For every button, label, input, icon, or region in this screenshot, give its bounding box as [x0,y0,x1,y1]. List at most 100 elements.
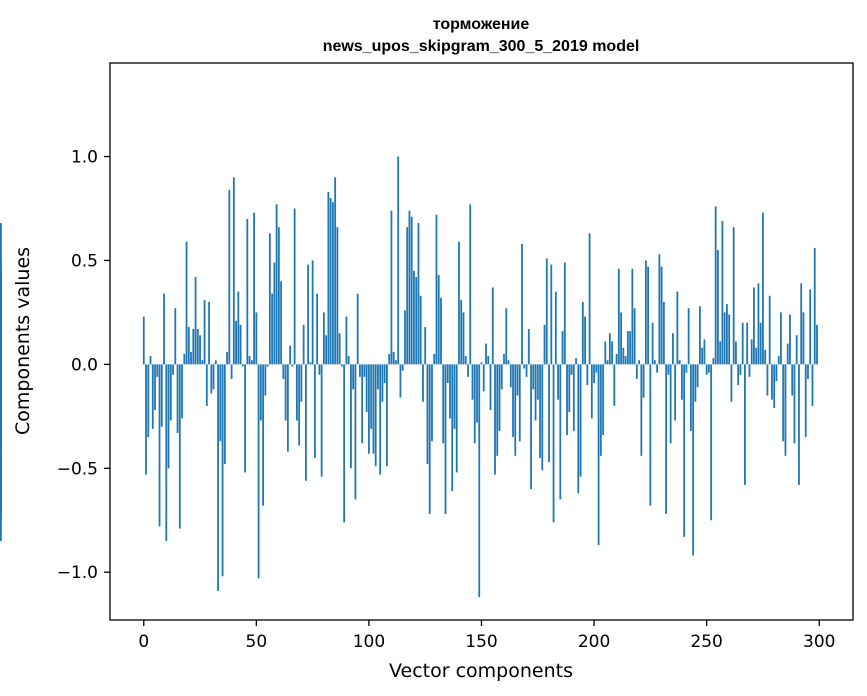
bar-component-199 [590,364,593,419]
bar-component-231 [662,302,665,365]
bar-component-111 [392,351,395,365]
bar-component-192 [575,358,577,365]
bar-component-233 [667,364,670,375]
bar-component-254 [714,206,717,365]
bar-component-243 [689,364,692,431]
bar-component-146 [471,364,474,400]
bar-component-15 [176,364,179,433]
bar-component-211 [617,268,620,365]
x-tick-label: 300 [803,632,835,652]
bar-component-34 [219,364,222,442]
bar-component-262 [732,227,735,365]
bar-component-220 [638,360,641,365]
bar-component-80 [322,312,325,365]
bar-component-157 [496,364,499,456]
y-tick-label: 0.5 [71,251,98,271]
bar-component-168 [521,243,523,365]
bar-component-204 [602,364,604,436]
bar-component-18 [183,353,186,365]
bar-component-248 [701,347,704,365]
bar-component-275 [762,212,764,365]
bar-component-32 [214,360,217,365]
bar-component-44 [241,364,244,367]
bar-component-214 [624,356,627,365]
bar-component-255 [717,250,719,365]
bar-component-74 [309,362,312,365]
bar-component-198 [588,233,591,365]
bar-component-132 [440,297,442,365]
bar-component-57 [271,293,274,365]
bar-component-7 [158,364,161,527]
bar-component-125 [424,326,427,365]
bar-component-280 [773,364,776,409]
bar-component-112 [395,360,397,365]
bar-component-297 [811,364,814,406]
bar-component-113 [397,156,400,365]
y-tick-label: −1.0 [57,563,98,583]
bar-component-210 [615,353,618,365]
bar-component-92 [350,364,352,469]
bar-component-83 [329,198,332,365]
x-axis-label: Vector components [389,660,573,682]
bar-component-246 [696,364,699,388]
bar-component-245 [694,364,697,402]
bar-component-70 [300,364,303,402]
bar-component-216 [629,331,631,365]
bar-component-78 [318,364,321,375]
bar-component-165 [514,364,517,456]
bar-component-224 [647,266,650,365]
bar-component-91 [347,356,350,365]
bar-component-128 [431,364,433,442]
bar-component-118 [408,210,411,365]
bar-component-27 [203,299,206,365]
bar-component-55 [266,364,269,367]
bar-component-169 [523,364,526,369]
bar-component-13 [172,364,174,375]
y-tick-label: 0.0 [71,355,98,375]
bar-component-257 [721,220,724,365]
bar-component-206 [606,360,609,365]
x-tick-label: 100 [353,632,385,652]
bar-component-149 [478,364,481,598]
bar-component-61 [280,281,283,365]
bar-component-29 [208,302,210,365]
bar-component-122 [417,223,420,365]
bar-component-205 [604,341,607,365]
bar-component-148 [476,364,478,423]
bar-component-49 [253,212,255,365]
bar-component-3 [149,356,152,365]
bar-component-73 [307,264,310,365]
bar-component-0 [142,316,145,365]
bar-component-155 [491,287,494,365]
bar-component-190 [570,364,573,375]
bar-component-247 [699,306,701,365]
bar-component-281 [775,364,778,381]
bar-component-266 [741,322,744,365]
bar-component-164 [512,364,514,438]
bar-component-156 [494,364,496,475]
bar-component-102 [372,364,375,454]
bar-component-65 [289,345,292,365]
bar-component-10 [165,364,168,542]
bar-component-86 [336,227,339,365]
bar-component-42 [237,291,240,365]
bar-component-272 [755,347,758,365]
bar-component-299 [816,324,818,365]
bar-component-188 [566,364,568,436]
bar-component-72 [304,364,307,481]
bar-component-93 [352,364,355,390]
bar-component-39 [230,364,233,379]
bar-component-289 [793,364,796,444]
bar-component-14 [174,308,177,365]
bar-component-23 [194,277,197,365]
bar-component-180 [548,364,550,463]
bar-component-182 [552,364,555,523]
bar-component-292 [800,283,803,365]
bar-component-130 [435,214,438,365]
bar-component-162 [507,360,510,365]
bar-component-135 [446,364,449,384]
bar-component-284 [782,364,785,442]
bar-component-100 [368,364,370,454]
bar-component-293 [802,312,805,365]
bar-component-38 [228,189,231,365]
